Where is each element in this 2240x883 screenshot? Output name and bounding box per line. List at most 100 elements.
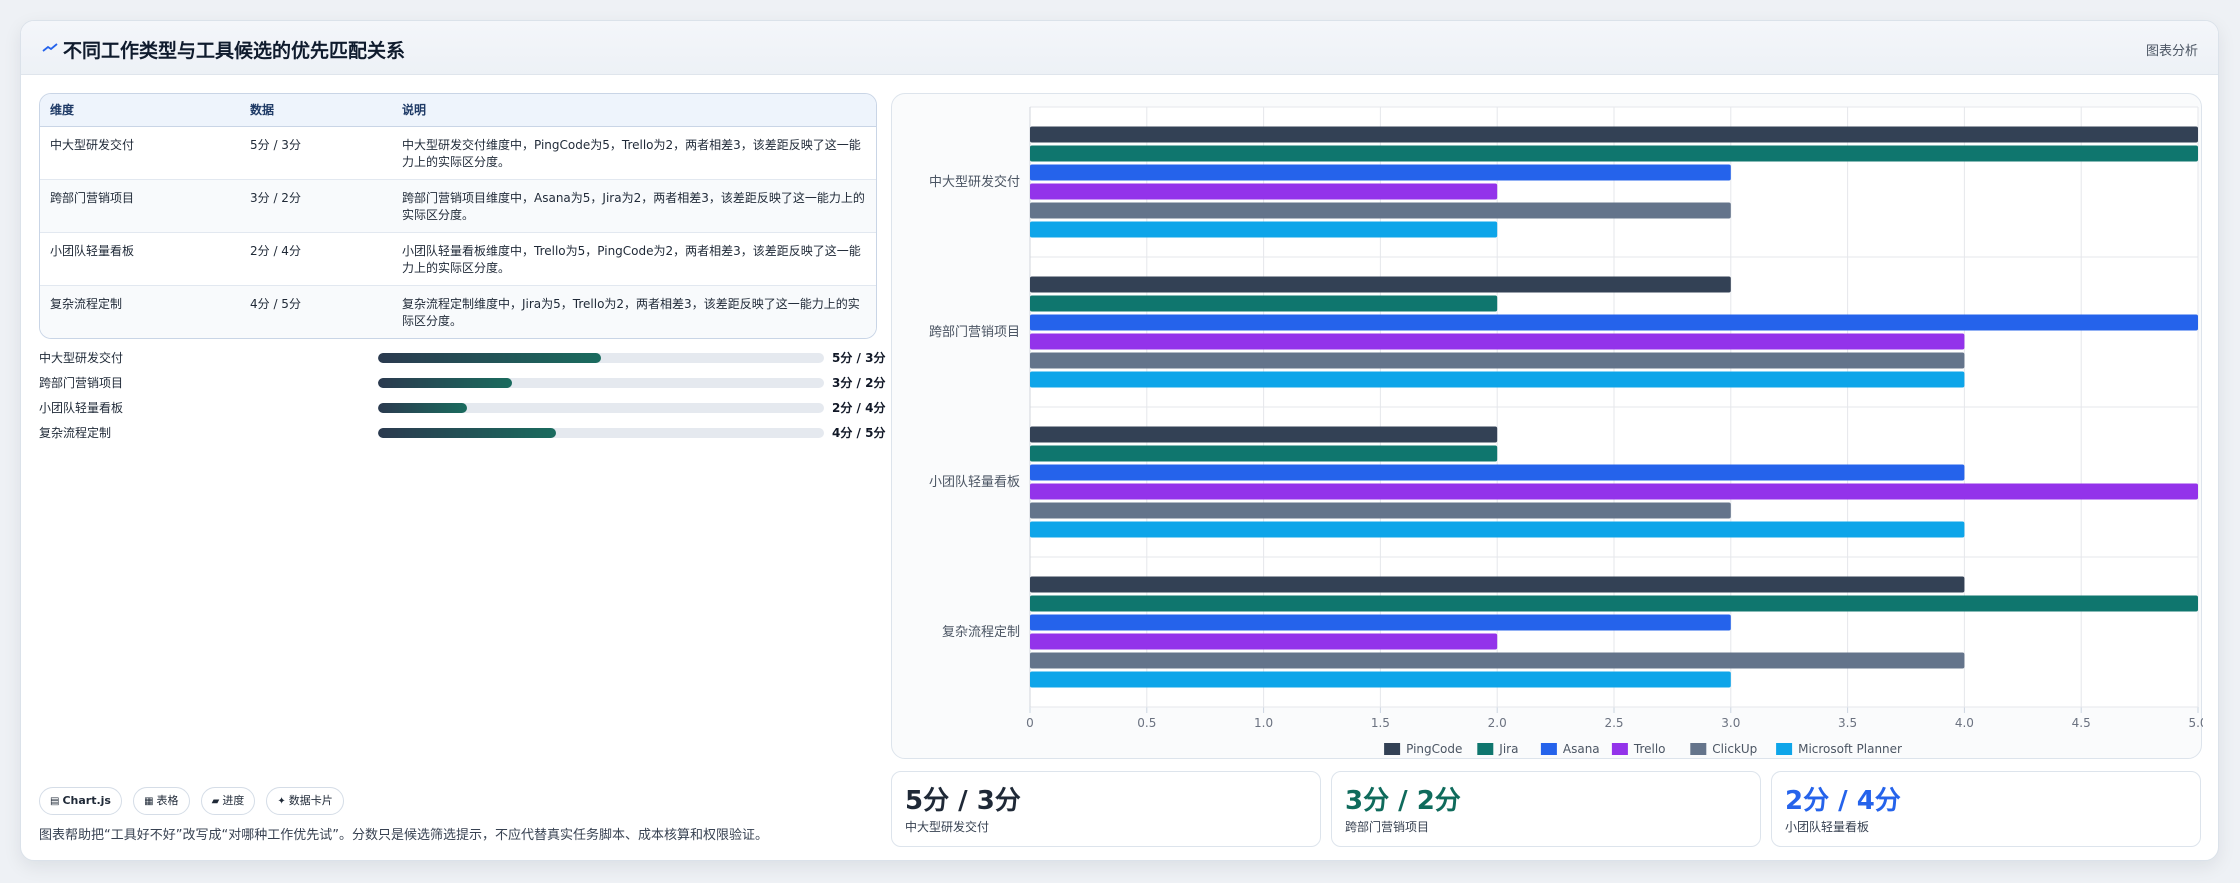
legend-swatch: [1611, 743, 1628, 755]
progress-icon: ▰: [211, 796, 220, 807]
cell-description: 中大型研发交付维度中，PingCode为5，Trello为2，两者相差3，该差距…: [402, 137, 861, 169]
progress-row: 中大型研发交付 5分 / 3分: [39, 349, 889, 365]
bar-clickup: [1030, 202, 1731, 219]
x-tick-label: 1.0: [1254, 716, 1273, 730]
cell-data: 4分 / 5分: [250, 296, 301, 311]
cell-data: 5分 / 3分: [250, 137, 301, 152]
chart-analysis-link[interactable]: 图表分析: [2145, 44, 2198, 59]
stat-label: 中大型研发交付: [905, 820, 990, 834]
y-tick-label: 中大型研发交付: [929, 174, 1020, 190]
table-row: 中大型研发交付 5分 / 3分 中大型研发交付维度中，PingCode为5，Tr…: [40, 126, 876, 179]
table-header-row: 维度 数据 说明: [40, 94, 876, 127]
progress-fill: [378, 403, 468, 413]
bar-chart: 0 0.5 1.0 1.5 2.0 2.5 3.0 3.5 4.0 4.5 5.0 中大型研发交付跨部…: [929, 106, 2203, 756]
table-row: 复杂流程定制 4分 / 5分 复杂流程定制维度中，Jira为5，Trello为2…: [40, 285, 876, 338]
x-tick-label: 2.0: [1488, 716, 1507, 730]
pill-chartjs[interactable]: ▤ Chart.js: [39, 787, 122, 815]
pill-data-card[interactable]: ✦ 数据卡片: [266, 787, 344, 815]
bar-pingcode: [1030, 126, 2198, 143]
legend-swatch: [1540, 743, 1557, 755]
legend-swatch: [1690, 743, 1707, 755]
column-header: 维度: [40, 94, 240, 127]
cell-dimension: 中大型研发交付: [50, 137, 135, 152]
progress-track: [378, 378, 824, 388]
stat-label: 跨部门营销项目: [1345, 820, 1430, 834]
stat-card: 3分 / 2分 跨部门营销项目: [1331, 771, 1761, 847]
bar-pingcode: [1030, 276, 1731, 293]
stat-value: 2分 / 4分: [1785, 786, 1901, 816]
progress-fill: [378, 378, 512, 388]
x-tick-label: 2.5: [1604, 716, 1623, 730]
pill-progress[interactable]: ▰ 进度: [200, 787, 256, 815]
progress-label: 中大型研发交付: [39, 351, 124, 365]
cell-dimension: 复杂流程定制: [50, 296, 123, 311]
table-row: 小团队轻量看板 2分 / 4分 小团队轻量看板维度中，Trello为5，Ping…: [40, 232, 876, 285]
legend-label: PingCode: [1406, 742, 1462, 756]
bar-trello: [1030, 483, 2198, 500]
card-header: 不同工作类型与工具候选的优先匹配关系 图表分析: [21, 21, 2218, 75]
chart-card: 不同工作类型与工具候选的优先匹配关系 图表分析 维度 数据 说明 中大型研发交付…: [20, 20, 2219, 861]
data-table: 维度 数据 说明 中大型研发交付 5分 / 3分 中大型研发交付维度中，Ping…: [39, 93, 877, 339]
footnote: 图表帮助把“工具好不好”改写成“对哪种工作优先试”。分数只是候选筛选提示，不应代…: [39, 828, 768, 843]
bar-microsoft-planner: [1030, 371, 1965, 388]
progress-track: [378, 403, 824, 413]
stat-value: 3分 / 2分: [1345, 786, 1461, 816]
legend-label: Trello: [1633, 742, 1666, 756]
legend-label: Jira: [1498, 742, 1518, 756]
page-title: 不同工作类型与工具候选的优先匹配关系: [63, 40, 406, 62]
bar-jira: [1030, 445, 1498, 462]
y-tick-label: 复杂流程定制: [942, 625, 1020, 640]
progress-track: [378, 353, 824, 363]
bar-clickup: [1030, 502, 1731, 519]
bar-pingcode: [1030, 426, 1498, 443]
cell-dimension: 跨部门营销项目: [50, 190, 135, 205]
progress-row: 小团队轻量看板 2分 / 4分: [39, 399, 889, 415]
bar-jira: [1030, 595, 2198, 612]
chart-icon: ▤: [50, 796, 60, 807]
stat-value: 5分 / 3分: [905, 786, 1021, 816]
bar-clickup: [1030, 352, 1965, 369]
pill-label: 进度: [222, 794, 245, 807]
progress-label: 小团队轻量看板: [39, 401, 124, 415]
cell-description: 小团队轻量看板维度中，Trello为5，PingCode为2，两者相差3，该差距…: [402, 243, 861, 275]
legend-label: Asana: [1563, 742, 1600, 756]
bar-asana: [1030, 314, 2198, 331]
bar-asana: [1030, 164, 1731, 181]
bar-clickup: [1030, 652, 1965, 669]
progress-row: 跨部门营销项目 3分 / 2分: [39, 374, 889, 390]
x-tick-label: 0.5: [1137, 716, 1156, 730]
pill-label: Chart.js: [62, 794, 111, 807]
legend-swatch: [1384, 743, 1401, 755]
bar-trello: [1030, 183, 1498, 200]
x-tick-label: 0: [1026, 716, 1034, 730]
pill-table[interactable]: ▦ 表格: [133, 787, 190, 815]
progress-value: 5分 / 3分: [832, 351, 886, 365]
cell-description: 复杂流程定制维度中，Jira为5，Trello为2，两者相差3，该差距反映了这一…: [402, 296, 860, 328]
x-tick-label: 3.5: [1838, 716, 1857, 730]
progress-value: 4分 / 5分: [832, 426, 886, 440]
bar-trello: [1030, 333, 1965, 350]
x-tick-label: 1.5: [1371, 716, 1390, 730]
progress-value: 2分 / 4分: [832, 401, 886, 415]
column-header: 数据: [240, 94, 392, 127]
y-tick-label: 跨部门营销项目: [929, 325, 1020, 340]
x-tick-label: 3.0: [1721, 716, 1740, 730]
legend-label: ClickUp: [1712, 742, 1757, 756]
cell-data: 2分 / 4分: [250, 243, 301, 258]
progress-row: 复杂流程定制 4分 / 5分: [39, 424, 889, 440]
progress-fill: [378, 428, 557, 438]
bar-jira: [1030, 295, 1498, 312]
feature-pills: ▤ Chart.js ▦ 表格 ▰ 进度 ✦ 数据卡片: [39, 787, 350, 815]
progress-fill: [378, 353, 601, 363]
cell-dimension: 小团队轻量看板: [50, 243, 135, 258]
pill-label: 表格: [156, 794, 179, 807]
column-header: 说明: [392, 94, 876, 127]
x-tick-label: 5.0: [2188, 716, 2203, 730]
bar-microsoft-planner: [1030, 521, 1965, 538]
y-tick-label: 小团队轻量看板: [929, 474, 1020, 490]
progress-label: 跨部门营销项目: [39, 376, 124, 390]
progress-track: [378, 428, 824, 438]
stat-card: 5分 / 3分 中大型研发交付: [891, 771, 1321, 847]
trend-icon: [42, 43, 58, 52]
bar-asana: [1030, 464, 1965, 481]
